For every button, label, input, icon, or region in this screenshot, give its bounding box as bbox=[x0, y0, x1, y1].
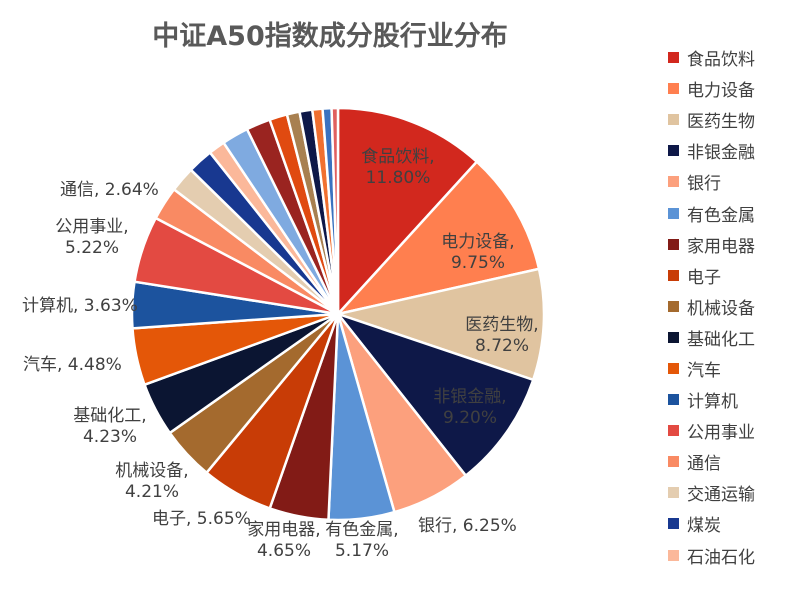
legend-swatch bbox=[668, 518, 679, 530]
data-label-银行: 银行, 6.25% bbox=[418, 516, 517, 536]
data-label-通信: 通信, 2.64% bbox=[60, 180, 159, 200]
data-label-电子: 电子, 5.65% bbox=[152, 509, 251, 529]
legend-label: 电子 bbox=[687, 267, 721, 288]
pie-slice-非银金融 bbox=[334, 311, 535, 478]
legend-item-公用事业: 公用事业 bbox=[668, 415, 800, 446]
legend-swatch bbox=[668, 83, 679, 95]
legend-item-医药生物: 医药生物 bbox=[668, 104, 800, 135]
data-label-公用事业: 公用事业, 5.22% bbox=[55, 217, 128, 258]
data-label-家用电器: 家用电器, 4.65% bbox=[247, 520, 320, 561]
legend-label: 交通运输 bbox=[687, 485, 755, 506]
legend-item-基础化工: 基础化工 bbox=[668, 322, 800, 353]
legend-label: 食品饮料 bbox=[687, 50, 755, 71]
legend-swatch bbox=[668, 487, 679, 499]
legend-swatch bbox=[668, 456, 679, 468]
legend-item-计算机: 计算机 bbox=[668, 384, 800, 415]
legend-item-煤炭: 煤炭 bbox=[668, 508, 800, 539]
data-label-基础化工: 基础化工, 4.23% bbox=[73, 406, 146, 447]
legend-item-有色金属: 有色金属 bbox=[668, 197, 800, 228]
data-label-非银金融: 非银金融, 9.20% bbox=[433, 387, 506, 428]
legend-label: 家用电器 bbox=[687, 236, 755, 257]
legend-label: 石油石化 bbox=[687, 547, 755, 568]
legend-item-汽车: 汽车 bbox=[668, 353, 800, 384]
data-label-汽车: 汽车, 4.48% bbox=[23, 355, 122, 375]
data-label-计算机: 计算机, 3.63% bbox=[22, 296, 138, 316]
legend-item-银行: 银行 bbox=[668, 166, 800, 197]
legend-label: 煤炭 bbox=[687, 516, 721, 537]
legend-swatch bbox=[668, 145, 679, 157]
pie-slice-食品饮料 bbox=[336, 106, 479, 318]
data-label-医药生物: 医药生物, 8.72% bbox=[465, 315, 538, 356]
data-label-食品饮料: 食品饮料, 11.80% bbox=[361, 147, 434, 188]
chart-legend: 食品饮料电力设备医药生物非银金融银行有色金属家用电器电子机械设备基础化工汽车计算… bbox=[668, 42, 800, 571]
legend-swatch bbox=[668, 425, 679, 437]
legend-swatch bbox=[668, 394, 679, 406]
legend-item-电子: 电子 bbox=[668, 260, 800, 291]
legend-label: 基础化工 bbox=[687, 329, 755, 350]
legend-label: 计算机 bbox=[687, 392, 738, 413]
legend-swatch bbox=[668, 238, 679, 250]
legend-swatch bbox=[668, 362, 679, 374]
legend-swatch bbox=[668, 176, 679, 188]
legend-item-机械设备: 机械设备 bbox=[668, 291, 800, 322]
legend-label: 汽车 bbox=[687, 360, 721, 381]
legend-item-石油石化: 石油石化 bbox=[668, 540, 800, 571]
legend-item-家用电器: 家用电器 bbox=[668, 229, 800, 260]
legend-label: 有色金属 bbox=[687, 205, 755, 226]
legend-swatch bbox=[668, 269, 679, 281]
data-label-电力设备: 电力设备, 9.75% bbox=[441, 232, 514, 273]
data-label-机械设备: 机械设备, 4.21% bbox=[115, 461, 188, 502]
legend-swatch bbox=[668, 300, 679, 312]
legend-label: 公用事业 bbox=[687, 423, 755, 444]
legend-item-交通运输: 交通运输 bbox=[668, 477, 800, 508]
pie-slice-医药生物 bbox=[333, 267, 546, 382]
data-label-有色金属: 有色金属, 5.17% bbox=[325, 520, 398, 561]
legend-label: 机械设备 bbox=[687, 298, 755, 319]
pie-slice-24 bbox=[330, 106, 340, 315]
legend-swatch bbox=[668, 52, 679, 64]
legend-label: 电力设备 bbox=[687, 81, 755, 102]
legend-item-非银金融: 非银金融 bbox=[668, 135, 800, 166]
legend-item-食品饮料: 食品饮料 bbox=[668, 42, 800, 73]
legend-swatch bbox=[668, 331, 679, 343]
chart-title: 中证A50指数成分股行业分布 bbox=[152, 21, 508, 52]
legend-label: 非银金融 bbox=[687, 143, 755, 164]
legend-label: 通信 bbox=[687, 454, 721, 475]
pie-slice-电力设备 bbox=[334, 159, 541, 317]
legend-swatch bbox=[668, 549, 679, 561]
legend-item-通信: 通信 bbox=[668, 446, 800, 477]
legend-swatch bbox=[668, 114, 679, 126]
legend-label: 医药生物 bbox=[687, 112, 755, 133]
legend-swatch bbox=[668, 207, 679, 219]
legend-label: 银行 bbox=[687, 174, 721, 195]
legend-item-电力设备: 电力设备 bbox=[668, 73, 800, 104]
